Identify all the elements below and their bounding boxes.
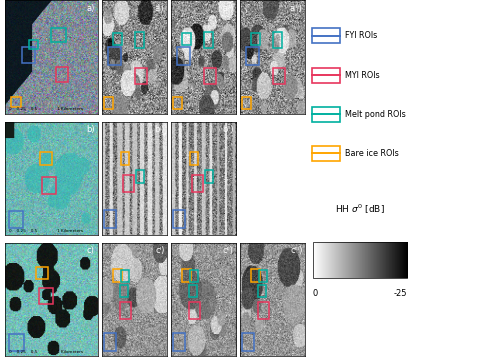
Bar (242, 97, 250, 109)
Bar (251, 269, 260, 282)
Bar (121, 270, 130, 282)
Text: aᴵᴵ): aᴵᴵ) (222, 4, 234, 13)
Bar (312, 243, 407, 278)
Text: FYI ROIs: FYI ROIs (346, 31, 378, 40)
Bar (312, 68, 340, 82)
Text: MYI ROIs: MYI ROIs (346, 71, 380, 80)
Text: 0    0.25    0.5                1 Kilometers: 0 0.25 0.5 1 Kilometers (8, 350, 83, 354)
Text: 0    0.25    0.5                1 Kilometers: 0 0.25 0.5 1 Kilometers (8, 229, 83, 233)
Text: cᴵ): cᴵ) (155, 246, 164, 255)
Bar (52, 28, 66, 42)
Bar (173, 210, 186, 228)
Text: c): c) (87, 246, 94, 255)
Bar (123, 175, 134, 192)
Bar (104, 210, 117, 228)
Bar (8, 211, 22, 228)
Bar (258, 302, 269, 319)
Bar (177, 47, 190, 65)
Bar (204, 32, 214, 48)
Bar (246, 47, 259, 65)
Bar (22, 47, 35, 63)
Bar (108, 47, 121, 65)
Bar (42, 177, 56, 194)
Bar (121, 152, 130, 165)
Bar (204, 68, 216, 84)
Bar (259, 270, 268, 282)
Bar (274, 32, 282, 48)
Bar (104, 333, 117, 351)
Bar (188, 302, 200, 319)
Bar (242, 333, 254, 351)
Bar (10, 97, 20, 107)
Bar (120, 302, 131, 319)
Text: aᴵᴵᴵ): aᴵᴵᴵ) (290, 4, 302, 13)
Bar (113, 33, 122, 45)
Bar (29, 40, 38, 49)
Bar (136, 32, 144, 48)
Bar (173, 97, 182, 109)
Text: bᴵᴵ): bᴵᴵ) (222, 125, 234, 134)
Bar (312, 28, 340, 44)
Bar (188, 285, 197, 297)
Bar (258, 285, 266, 297)
Bar (36, 267, 48, 279)
Bar (312, 107, 340, 122)
Bar (104, 97, 112, 109)
Bar (113, 269, 122, 282)
Bar (312, 146, 340, 161)
Bar (182, 269, 190, 282)
Bar (39, 288, 53, 304)
Bar (8, 334, 24, 351)
Text: Bare ice ROIs: Bare ice ROIs (346, 149, 399, 158)
Text: -25: -25 (394, 289, 407, 298)
Bar (136, 68, 147, 84)
Bar (40, 152, 52, 165)
Text: bᴵ): bᴵ) (154, 125, 164, 134)
Text: 0: 0 (312, 289, 318, 298)
Bar (205, 170, 214, 183)
Bar (274, 68, 285, 84)
Text: cᴵᴵᴵ): cᴵᴵᴵ) (290, 246, 302, 255)
Bar (120, 285, 128, 297)
Bar (56, 67, 68, 82)
Bar (136, 170, 144, 183)
Text: Melt pond ROIs: Melt pond ROIs (346, 110, 406, 119)
Text: a): a) (86, 4, 94, 13)
Text: aᴵ): aᴵ) (154, 4, 164, 13)
Text: b): b) (86, 125, 94, 134)
Text: 0    0.25    0.5                1 Kilometers: 0 0.25 0.5 1 Kilometers (8, 107, 83, 111)
Bar (182, 33, 190, 45)
Bar (190, 270, 198, 282)
Bar (192, 175, 203, 192)
Bar (190, 152, 198, 165)
Bar (251, 33, 260, 45)
Text: cᴵᴵ): cᴵᴵ) (222, 246, 234, 255)
Text: HH $\sigma^0$ [dB]: HH $\sigma^0$ [dB] (335, 203, 384, 216)
Bar (173, 333, 186, 351)
